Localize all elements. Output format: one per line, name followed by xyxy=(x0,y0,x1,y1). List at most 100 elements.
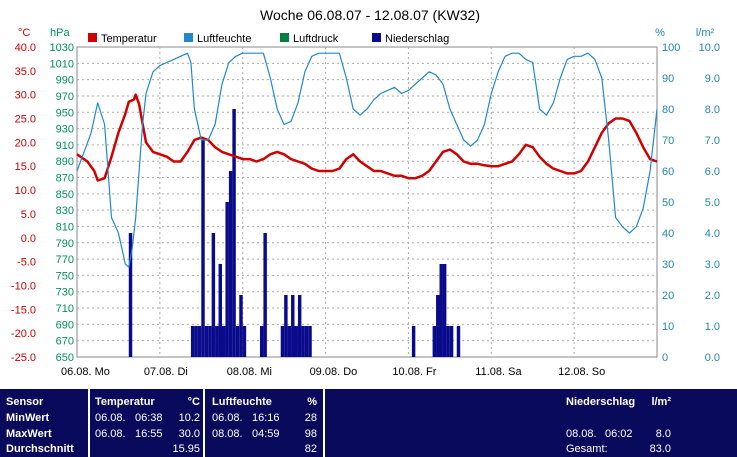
precipitation-bar xyxy=(308,326,312,357)
legend-label: Niederschlag xyxy=(385,33,449,45)
y-tick-label: 1030 xyxy=(50,42,74,54)
humidity-axis-unit: % xyxy=(655,27,665,39)
y-tick-label: 15.0 xyxy=(15,161,36,173)
hum-min-value: 28 xyxy=(304,412,317,424)
precipitation-bar xyxy=(225,202,229,357)
legend-swatch xyxy=(184,33,193,42)
y-tick-label: 100 xyxy=(662,42,680,54)
hum-min-date: 06.08. xyxy=(212,412,243,424)
precipitation-bar xyxy=(442,264,447,357)
y-tick-label: 5.0 xyxy=(705,197,720,209)
y-tick-label: 830 xyxy=(56,205,74,217)
temp-max-date: 06.08. xyxy=(95,428,126,440)
row-label-average: Durchschnitt xyxy=(6,443,74,455)
y-tick-label: 2.0 xyxy=(705,290,720,302)
header-precipitation-unit: l/m² xyxy=(651,396,671,408)
y-tick-label: 30 xyxy=(662,259,674,271)
y-tick-label: 5.0 xyxy=(21,209,36,221)
temp-min-value: 10.2 xyxy=(178,412,200,424)
temp-max-time: 16:55 xyxy=(135,428,163,440)
y-tick-label: 20.0 xyxy=(15,137,36,149)
rain-total-label: Gesamt: xyxy=(566,443,608,455)
precipitation-bars xyxy=(128,109,461,357)
rain-total-value: 83.0 xyxy=(649,443,671,455)
header-temperature-unit: °C xyxy=(187,396,200,408)
y-tick-label: 890 xyxy=(56,156,74,168)
legend-label: Luftfeuchte xyxy=(197,33,251,45)
precipitation-bar xyxy=(284,295,288,357)
summary-table: Sensor Temperatur °C Luftfeuchte % Niede… xyxy=(0,389,737,457)
y-tick-label: 40 xyxy=(662,228,674,240)
y-tick-label: 1.0 xyxy=(705,321,720,333)
y-tick-label: 0.0 xyxy=(705,352,720,364)
precipitation-bar xyxy=(211,233,216,357)
temp-axis-unit: °C xyxy=(18,27,30,39)
y-tick-label: 50 xyxy=(662,197,674,209)
pressure-axis-ticks: 1030 1010 990 970 950 930 910 890 870 850 830 810 79… xyxy=(50,42,74,364)
y-tick-label: 690 xyxy=(56,319,74,331)
y-tick-label: 6.0 xyxy=(705,166,720,178)
y-tick-label: -25.0 xyxy=(11,352,36,364)
y-tick-label: 750 xyxy=(56,270,74,282)
y-tick-label: 10.0 xyxy=(15,185,36,197)
hum-average-value: 82 xyxy=(304,443,317,455)
y-tick-label: 770 xyxy=(56,254,74,266)
precipitation-bar xyxy=(232,109,236,357)
precipitation-bar xyxy=(449,326,454,357)
precipitation-bar xyxy=(287,326,292,357)
rain-max-value: 8.0 xyxy=(655,428,671,440)
hum-max-value: 98 xyxy=(304,428,317,440)
row-label-min: MinWert xyxy=(6,412,50,424)
x-tick-label: 11.08. Sa xyxy=(475,366,522,378)
header-precipitation: Niederschlag xyxy=(566,396,636,408)
precipitation-bar xyxy=(436,295,440,357)
x-tick-label: 08.08. Mi xyxy=(227,366,272,378)
legend-label: Temperatur xyxy=(101,33,157,45)
legend-swatch xyxy=(280,33,289,42)
header-humidity-unit: % xyxy=(307,396,317,408)
y-tick-label: 810 xyxy=(56,221,74,233)
precipitation-bar xyxy=(446,326,450,357)
y-tick-label: 1010 xyxy=(50,58,74,70)
plot-area xyxy=(76,46,658,358)
precipitation-bar xyxy=(280,326,285,357)
hum-min-time: 16:16 xyxy=(252,412,280,424)
y-tick-label: 730 xyxy=(56,287,74,299)
precipitation-bar xyxy=(242,326,247,357)
x-axis-ticks: 06.08. Mo 07.08. Di 08.08. Mi 09.08. Do 10.0… xyxy=(61,366,605,378)
column-divider xyxy=(323,389,325,457)
y-tick-label: 970 xyxy=(56,91,74,103)
x-tick-label: 12.08. So xyxy=(558,366,605,378)
y-tick-label: 9.0 xyxy=(705,73,720,85)
precipitation-bar xyxy=(215,326,219,357)
y-tick-label: 8.0 xyxy=(705,104,720,116)
y-tick-label: -5.0 xyxy=(17,257,36,269)
pressure-axis-unit: hPa xyxy=(50,27,70,39)
y-tick-label: 910 xyxy=(56,140,74,152)
precipitation-bar xyxy=(197,326,202,357)
y-tick-label: 25.0 xyxy=(15,114,36,126)
hum-max-date: 08.08. xyxy=(212,428,243,440)
y-tick-label: 7.0 xyxy=(705,135,720,147)
precipitation-bar xyxy=(291,295,295,357)
chart-legend: Temperatur Luftfeuchte Luftdruck Niederschl… xyxy=(88,33,449,45)
grid xyxy=(77,47,657,357)
y-tick-label: 850 xyxy=(56,189,74,201)
y-tick-label: 710 xyxy=(56,303,74,315)
precipitation-bar xyxy=(259,326,264,357)
row-label-max: MaxWert xyxy=(6,428,52,440)
precipitation-bar xyxy=(190,326,195,357)
series-line-temperatur xyxy=(76,93,658,182)
precipitation-bar xyxy=(439,264,443,357)
precipitation-bar xyxy=(222,326,226,357)
precipitation-bar xyxy=(432,326,437,357)
y-tick-label: 870 xyxy=(56,173,74,185)
precipitation-bar xyxy=(201,140,205,357)
y-tick-label: 670 xyxy=(56,336,74,348)
y-tick-label: 40.0 xyxy=(15,42,36,54)
precipitation-bar xyxy=(235,326,240,357)
column-divider xyxy=(203,389,205,457)
y-tick-label: 10 xyxy=(662,321,674,333)
chart-title: Woche 06.08.07 - 12.08.07 (KW32) xyxy=(260,7,480,23)
y-tick-label: 650 xyxy=(56,352,74,364)
